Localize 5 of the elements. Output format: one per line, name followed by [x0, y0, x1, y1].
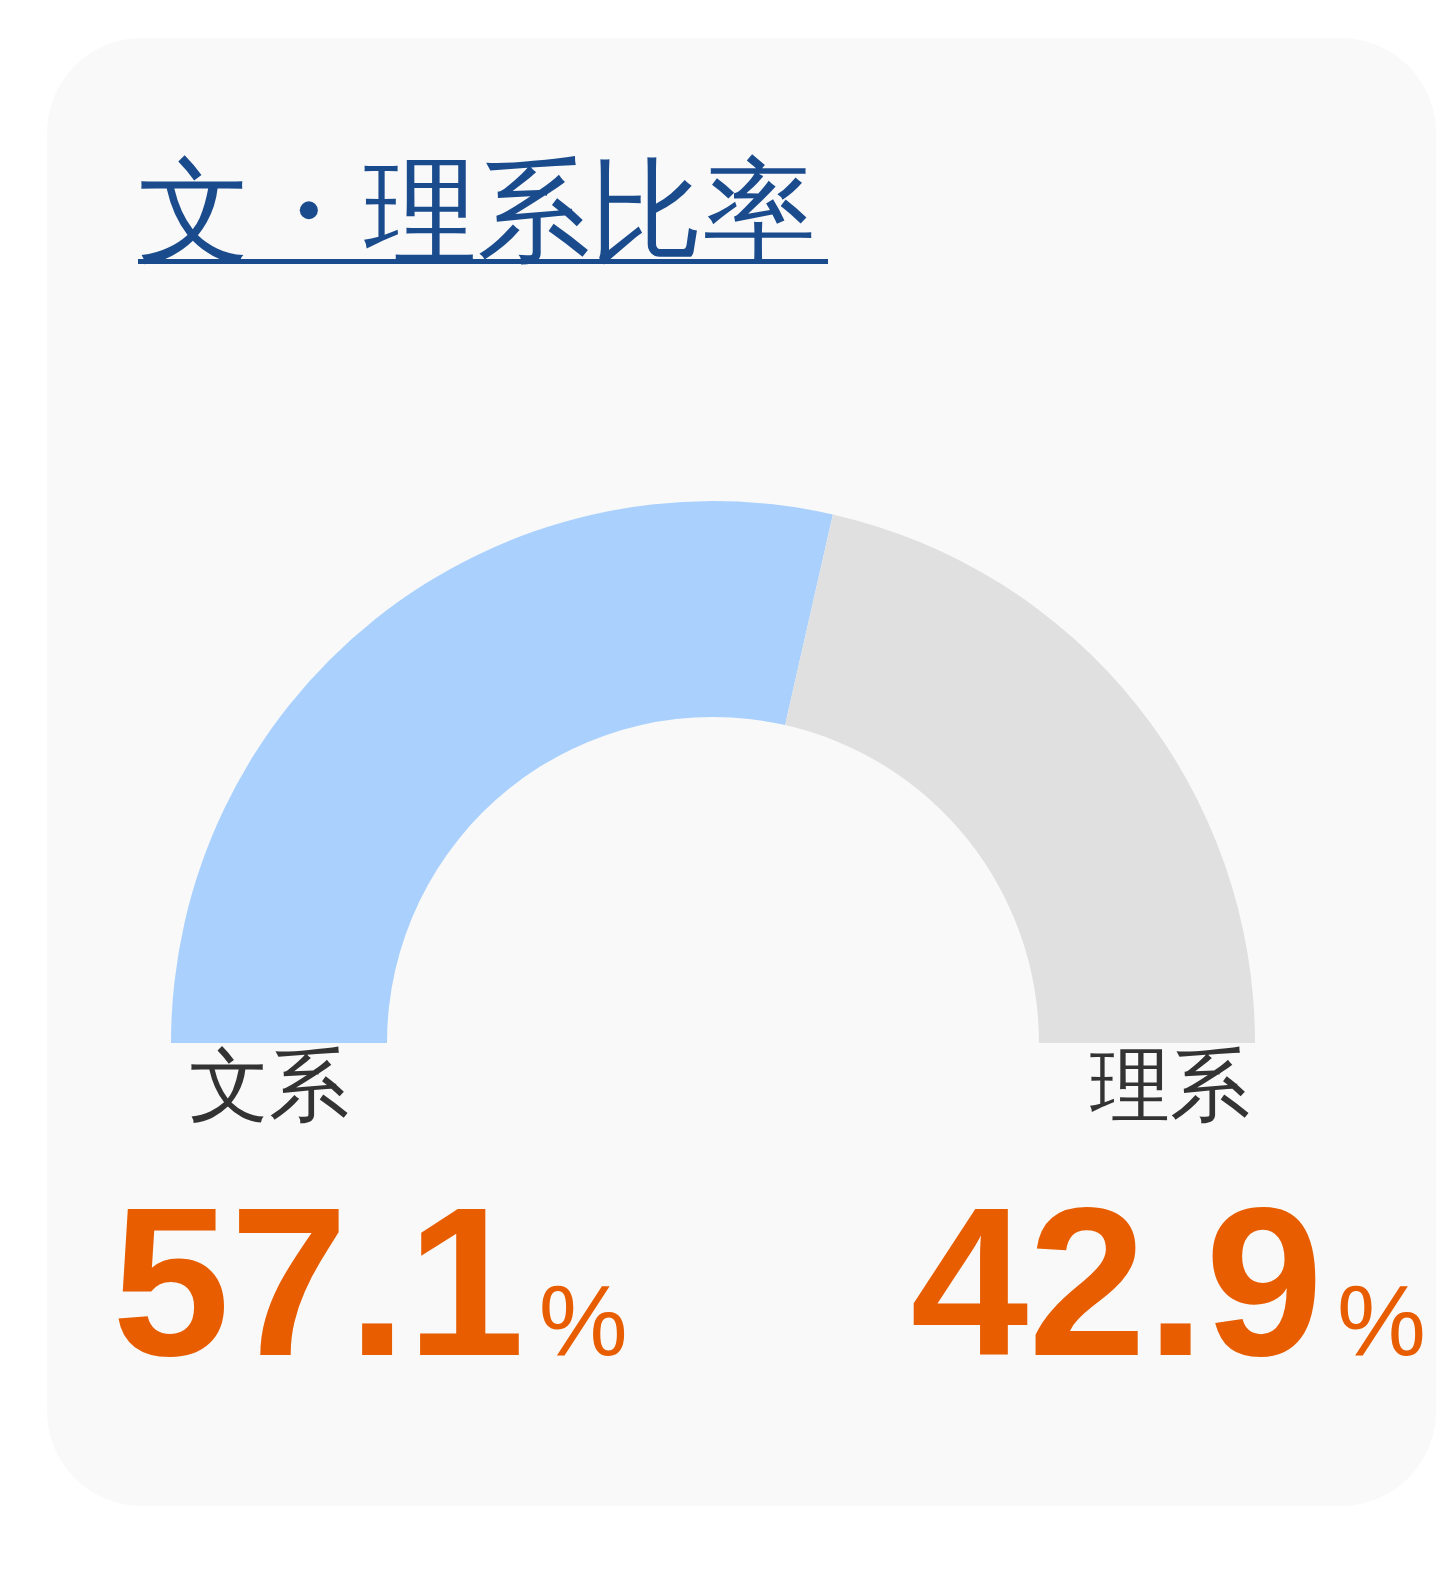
slice-label: 文系 — [189, 1039, 349, 1132]
slice-label: 理系 — [1090, 1039, 1250, 1132]
data-label: 57.1% — [112, 1163, 628, 1400]
chart-title: 文・理系比率 — [138, 145, 816, 277]
data-label: 42.9% — [910, 1163, 1426, 1400]
